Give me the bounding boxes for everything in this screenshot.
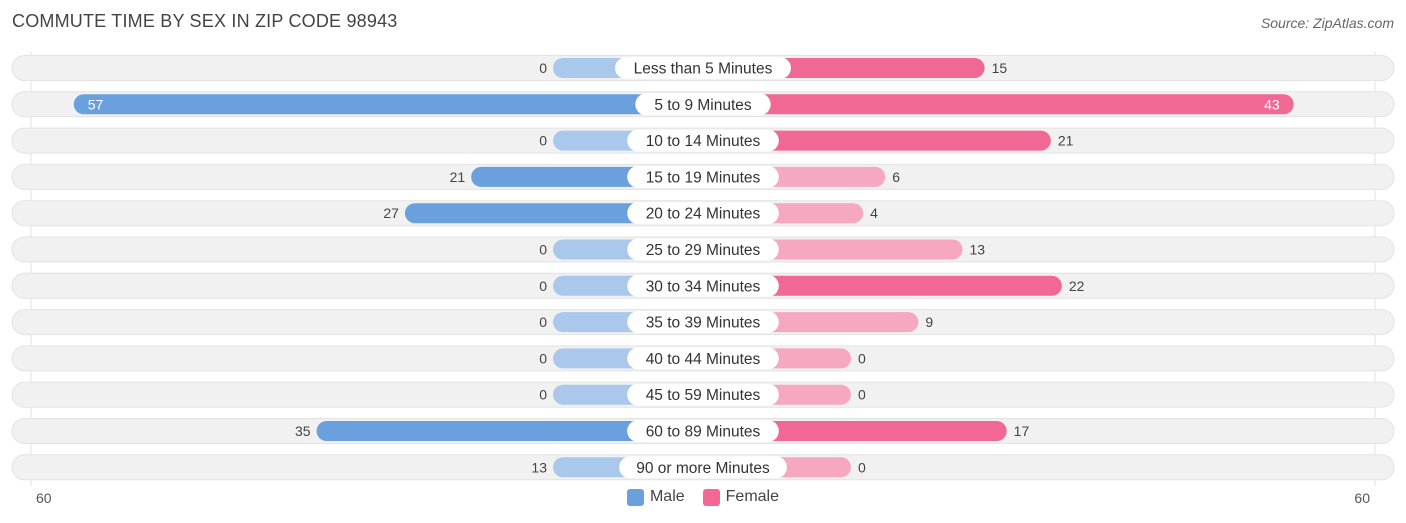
legend-label-female: Female: [725, 488, 780, 505]
bar-female-5-to-9-minutes: [703, 94, 1294, 115]
value-male-5-to-9-minutes: 57: [88, 96, 104, 112]
value-female-less-than-5-minutes: 15: [992, 60, 1008, 76]
category-pill-90-or-more-minutes: [619, 456, 787, 479]
value-female-20-to-24-minutes: 4: [870, 205, 878, 221]
value-female-45-to-59-minutes: 0: [858, 387, 866, 403]
category-label-30-to-34-minutes: 30 to 34 Minutes: [646, 278, 761, 295]
value-male-40-to-44-minutes: 0: [539, 350, 547, 366]
value-male-less-than-5-minutes: 0: [539, 60, 547, 76]
value-female-60-to-89-minutes: 17: [1014, 423, 1030, 439]
chart-title: COMMUTE TIME BY SEX IN ZIP CODE 98943: [12, 11, 398, 31]
category-pill-60-to-89-minutes: [627, 420, 779, 442]
value-male-10-to-14-minutes: 0: [539, 133, 547, 149]
category-pill-30-to-34-minutes: [627, 274, 779, 297]
legend-swatch-female: [702, 488, 720, 506]
legend-swatch-male: [626, 488, 644, 506]
bar-male-5-to-9-minutes: [73, 94, 704, 115]
value-male-30-to-34-minutes: 0: [539, 278, 547, 294]
value-female-35-to-39-minutes: 9: [925, 314, 933, 330]
category-label-45-to-59-minutes: 45 to 59 Minutes: [646, 387, 761, 404]
value-male-25-to-29-minutes: 0: [539, 242, 547, 258]
category-label-35-to-39-minutes: 35 to 39 Minutes: [646, 315, 761, 332]
value-male-60-to-89-minutes: 35: [295, 423, 311, 439]
chart-legend: Male Female: [0, 488, 1406, 506]
legend-label-male: Male: [649, 488, 685, 505]
category-label-60-to-89-minutes: 60 to 89 Minutes: [646, 424, 761, 441]
category-pill-25-to-29-minutes: [627, 238, 779, 261]
bar-female-10-to-14-minutes: [703, 130, 1051, 151]
category-pill-15-to-19-minutes: [627, 165, 779, 188]
value-male-35-to-39-minutes: 0: [539, 314, 547, 330]
bar-male-60-to-89-minutes: [316, 421, 703, 441]
value-male-90-or-more-minutes: 13: [531, 459, 547, 475]
chart-source: Source: ZipAtlas.com: [1260, 15, 1394, 31]
category-label-less-than-5-minutes: Less than 5 Minutes: [634, 61, 773, 78]
category-pill-5-to-9-minutes: [635, 93, 771, 116]
category-label-90-or-more-minutes: 90 or more Minutes: [636, 460, 770, 477]
category-label-10-to-14-minutes: 10 to 14 Minutes: [646, 133, 761, 150]
value-male-20-to-24-minutes: 27: [383, 205, 399, 221]
category-pill-35-to-39-minutes: [627, 311, 779, 334]
category-pill-45-to-59-minutes: [627, 383, 779, 406]
category-pill-40-to-44-minutes: [627, 347, 779, 370]
value-female-90-or-more-minutes: 0: [858, 459, 866, 475]
category-label-40-to-44-minutes: 40 to 44 Minutes: [646, 351, 761, 368]
category-label-15-to-19-minutes: 15 to 19 Minutes: [646, 169, 761, 186]
legend-item-male: Male: [626, 488, 685, 506]
category-label-20-to-24-minutes: 20 to 24 Minutes: [646, 206, 761, 223]
category-pill-10-to-14-minutes: [627, 129, 779, 152]
value-male-15-to-19-minutes: 21: [450, 169, 466, 185]
value-female-40-to-44-minutes: 0: [858, 350, 866, 366]
legend-item-female: Female: [702, 488, 780, 506]
axis-right-max-label: 60: [1354, 490, 1370, 506]
axis-left-max-label: 60: [36, 490, 52, 506]
value-female-15-to-19-minutes: 6: [892, 169, 900, 185]
value-male-45-to-59-minutes: 0: [539, 387, 547, 403]
bar-female-60-to-89-minutes: [703, 421, 1007, 441]
bar-female-30-to-34-minutes: [703, 275, 1062, 296]
value-female-30-to-34-minutes: 22: [1069, 278, 1085, 294]
value-female-5-to-9-minutes: 43: [1264, 96, 1280, 112]
category-pill-20-to-24-minutes: [627, 202, 779, 225]
value-female-10-to-14-minutes: 21: [1058, 133, 1074, 149]
category-pill-less-than-5-minutes: [615, 57, 791, 79]
value-female-25-to-29-minutes: 13: [970, 242, 986, 258]
category-label-25-to-29-minutes: 25 to 29 Minutes: [646, 242, 761, 259]
category-label-5-to-9-minutes: 5 to 9 Minutes: [654, 97, 752, 114]
